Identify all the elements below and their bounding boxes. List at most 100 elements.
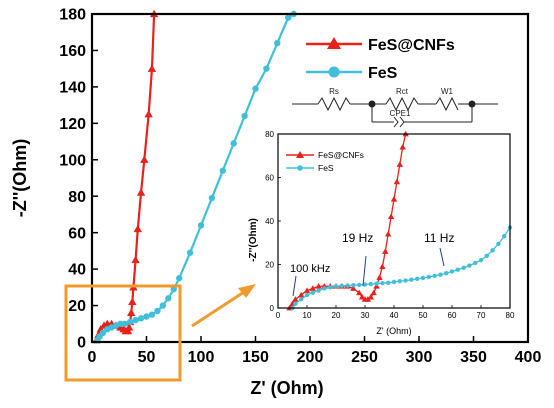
legend-label-fes-cnfs: FeS@CNFs <box>368 37 455 54</box>
circuit-label-rct: Rct <box>396 87 409 96</box>
inset-point-fes-6 <box>322 286 327 291</box>
main-y-axis-label: -Z''(Ohm) <box>10 139 30 218</box>
main-x-tick-label-1: 50 <box>138 349 156 366</box>
main-y-tick-label-6: 120 <box>59 116 86 133</box>
inset-point-fes-13 <box>362 282 368 287</box>
main-plot: 0 50 100 150 200 250 300 350 4000204060801001201… <box>10 7 541 398</box>
main-y-tick-label-7: 140 <box>59 79 86 96</box>
inset-plot: 0 10 20 30 40 50 60 70 80 0 20 40 60 80 Z' (Ohm) -Z''… <box>248 130 515 336</box>
inset-point-fes-35 <box>490 248 495 253</box>
inset-legend-marker-fes <box>297 165 303 171</box>
main-point-fes-14 <box>159 302 167 309</box>
inset-point-fes-11 <box>351 282 356 288</box>
inset-point-fes-23 <box>420 275 426 281</box>
inset-point-fes-20 <box>403 278 408 283</box>
inset-legend: FeS@CNFs FeS <box>286 150 364 173</box>
main-point-fes-23 <box>241 112 248 120</box>
warburg-w1 <box>435 96 459 112</box>
inset-point-fes-17 <box>386 280 391 285</box>
main-x-tick-label-4: 200 <box>297 349 324 366</box>
inset-point-fes-cnfs-6 <box>315 283 322 289</box>
inset-x-tick-label-3: 30 <box>361 311 370 320</box>
inset-point-fes-cnfs-17 <box>367 293 374 300</box>
inset-point-fes-cnfs-24 <box>387 213 395 220</box>
inset-legend-label-fes-cnfs: FeS@CNFs <box>318 150 364 160</box>
inset-point-fes-8 <box>333 284 339 289</box>
inset-point-fes-cnfs-4 <box>303 287 311 293</box>
inset-point-fes-4 <box>310 290 315 295</box>
annotation-100khz-pointer <box>292 275 297 297</box>
main-point-fes-7 <box>121 320 128 327</box>
inset-point-fes-cnfs-13 <box>356 289 363 296</box>
inset-point-fes-5 <box>316 288 321 293</box>
inset-x-tick-label-8: 80 <box>506 311 515 320</box>
inset-point-fes-cnfs-16 <box>364 296 372 302</box>
main-point-fes-cnfs-11 <box>124 323 134 331</box>
inset-point-fes-29 <box>455 267 460 272</box>
inset-point-fes-32 <box>473 260 478 266</box>
inset-x-tick-label-2: 20 <box>332 311 341 320</box>
inset-y-tick-label-0: 0 <box>270 304 275 313</box>
main-point-fes-13 <box>154 307 161 315</box>
main-y-tick-label-0: 0 <box>77 335 86 352</box>
inset-point-fes-cnfs-20 <box>376 274 383 280</box>
annotation-11hz: 11 Hz <box>424 231 454 245</box>
inset-point-fes-36 <box>496 241 501 247</box>
inset-point-fes-cnfs-14 <box>358 293 366 300</box>
main-point-fes-11 <box>143 313 150 320</box>
main-plot-frame <box>90 12 530 344</box>
inset-point-fes-3 <box>304 292 310 298</box>
main-point-fes-24 <box>252 85 259 92</box>
inset-point-fes-cnfs-27 <box>396 161 403 167</box>
inset-series-group <box>286 130 513 311</box>
inset-plot-frame <box>277 133 511 309</box>
annotation-100khz: 100 kHz <box>290 263 330 275</box>
circuit-label-cpe1: CPE1 <box>390 109 411 118</box>
inset-point-fes-37 <box>502 234 507 239</box>
main-point-fes-27 <box>285 14 292 21</box>
main-x-tick-label-3: 150 <box>242 349 269 366</box>
inset-point-fes-30 <box>461 265 466 270</box>
inset-point-fes-19 <box>397 279 402 284</box>
inset-point-fes-26 <box>438 272 443 277</box>
main-point-fes-12 <box>148 311 156 318</box>
main-point-fes-cnfs-13 <box>127 308 136 316</box>
inset-point-fes-34 <box>484 253 489 258</box>
inset-point-fes-12 <box>357 282 362 288</box>
inset-point-fes-cnfs-28 <box>399 143 406 150</box>
main-point-fes-22 <box>230 140 237 147</box>
main-point-fes-16 <box>170 285 177 293</box>
main-point-fes-cnfs-20 <box>144 110 153 118</box>
inset-point-fes-cnfs-18 <box>370 289 377 296</box>
main-x-tick-label-7: 350 <box>460 349 487 366</box>
main-x-axis-label: Z' (Ohm) <box>250 378 323 398</box>
inset-y-axis-label: -Z''(Ohm) <box>248 218 259 262</box>
main-tick-labels: 0 50 100 150 200 250 300 350 4000204060801001201… <box>59 7 541 366</box>
main-point-fes-cnfs-17 <box>133 224 142 233</box>
cpe1-element-b <box>399 116 405 128</box>
inset-x-axis-label: Z' (Ohm) <box>376 326 411 336</box>
zoom-arrow-head <box>238 284 256 298</box>
inset-x-tick-label-1: 10 <box>303 311 312 320</box>
inset-y-tick-label-4: 80 <box>265 130 274 139</box>
main-point-fes-cnfs-21 <box>147 64 157 72</box>
main-point-fes-20 <box>208 194 216 202</box>
legend-marker-fes <box>328 66 340 78</box>
main-point-fes-17 <box>176 275 183 282</box>
main-y-tick-label-4: 80 <box>68 189 86 206</box>
circuit-label-w1: W1 <box>441 87 454 96</box>
inset-x-tick-label-6: 60 <box>448 311 457 320</box>
main-legend: FeS@CNFs FeS <box>306 37 455 82</box>
annotation-19hz: 19 Hz <box>342 231 373 245</box>
circuit-label-rs: Rs <box>329 87 339 96</box>
resistor-rct <box>385 96 419 112</box>
inset-point-fes-14 <box>368 281 373 287</box>
main-point-fes-8 <box>126 318 134 326</box>
main-series-group <box>92 9 297 344</box>
main-y-tick-label-3: 60 <box>68 225 86 242</box>
inset-point-fes-25 <box>432 273 437 279</box>
inset-point-fes-7 <box>328 285 333 290</box>
main-y-tick-label-5: 100 <box>59 152 86 169</box>
inset-point-fes-27 <box>444 271 449 276</box>
